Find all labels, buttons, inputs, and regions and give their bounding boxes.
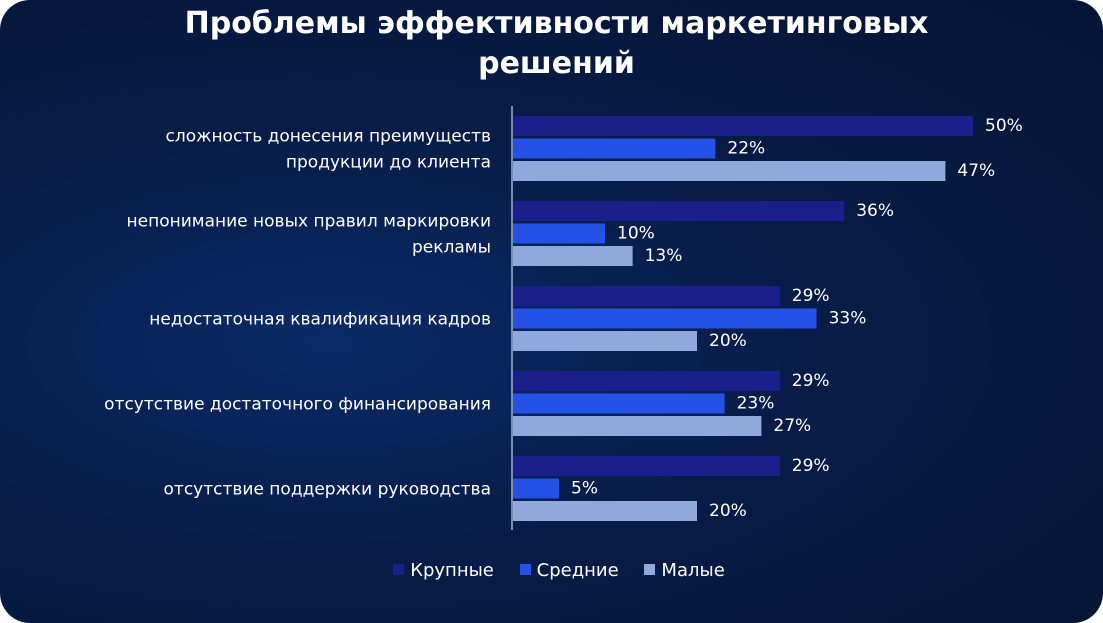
category-label-1-1: рекламы bbox=[412, 238, 491, 258]
data-label-4-1: 5% bbox=[571, 479, 598, 499]
data-label-3-1: 23% bbox=[737, 394, 775, 414]
legend-swatch-small bbox=[644, 564, 656, 575]
data-label-0-2: 47% bbox=[957, 161, 995, 181]
chart-title-line-2: решений bbox=[478, 46, 635, 81]
legend-item-small: Малые bbox=[644, 560, 725, 581]
bar-2-2 bbox=[513, 331, 697, 351]
bar-1-0 bbox=[513, 201, 845, 221]
bar-4-0 bbox=[513, 456, 780, 476]
bar-4-1 bbox=[513, 478, 559, 499]
data-label-1-2: 13% bbox=[645, 246, 683, 266]
bar-1-2 bbox=[513, 246, 633, 266]
bar-3-0 bbox=[513, 371, 780, 391]
data-label-0-1: 22% bbox=[727, 139, 765, 159]
data-label-3-0: 29% bbox=[792, 371, 830, 391]
legend-item-medium: Средние bbox=[519, 560, 619, 581]
legend-label-medium: Средние bbox=[536, 560, 619, 581]
data-label-1-0: 36% bbox=[856, 201, 894, 221]
category-label-2-0: недостаточная квалификация кадров bbox=[149, 310, 491, 330]
legend-swatch-large bbox=[393, 564, 405, 575]
legend-item-large: Крупные bbox=[393, 560, 494, 581]
data-label-0-0: 50% bbox=[985, 116, 1023, 136]
bar-2-1 bbox=[513, 308, 817, 329]
category-label-0-1: продукции до клиента bbox=[286, 153, 491, 173]
bar-3-2 bbox=[513, 416, 762, 436]
legend-label-small: Малые bbox=[661, 560, 725, 581]
bar-0-0 bbox=[513, 116, 973, 136]
bar-3-1 bbox=[513, 393, 725, 414]
chart-title-line-1: Проблемы эффективности маркетинговых bbox=[184, 6, 929, 41]
data-label-4-0: 29% bbox=[792, 456, 830, 476]
legend-label-large: Крупные bbox=[410, 560, 494, 581]
data-label-4-2: 20% bbox=[709, 501, 747, 521]
bar-0-2 bbox=[513, 161, 946, 181]
data-label-3-2: 27% bbox=[773, 416, 811, 436]
category-label-4-0: отсутствие поддержки руководства bbox=[164, 480, 491, 500]
category-label-0-0: сложность донесения преимуществ bbox=[166, 127, 491, 147]
data-label-2-2: 20% bbox=[709, 331, 747, 351]
bar-2-0 bbox=[513, 286, 780, 306]
legend-swatch-medium bbox=[519, 564, 531, 575]
category-label-1-0: непонимание новых правил маркировки bbox=[127, 212, 491, 232]
bar-4-2 bbox=[513, 501, 697, 521]
bar-0-1 bbox=[513, 138, 716, 159]
data-label-2-1: 33% bbox=[829, 309, 867, 329]
chart-legend: Крупные Средние Малые bbox=[0, 560, 1103, 581]
category-label-3-0: отсутствие достаточного финансирования bbox=[104, 395, 491, 415]
data-label-2-0: 29% bbox=[792, 286, 830, 306]
chart-title: Проблемы эффективности маркетинговых реш… bbox=[0, 4, 1103, 84]
bar-1-1 bbox=[513, 223, 605, 244]
data-label-1-1: 10% bbox=[617, 224, 655, 244]
